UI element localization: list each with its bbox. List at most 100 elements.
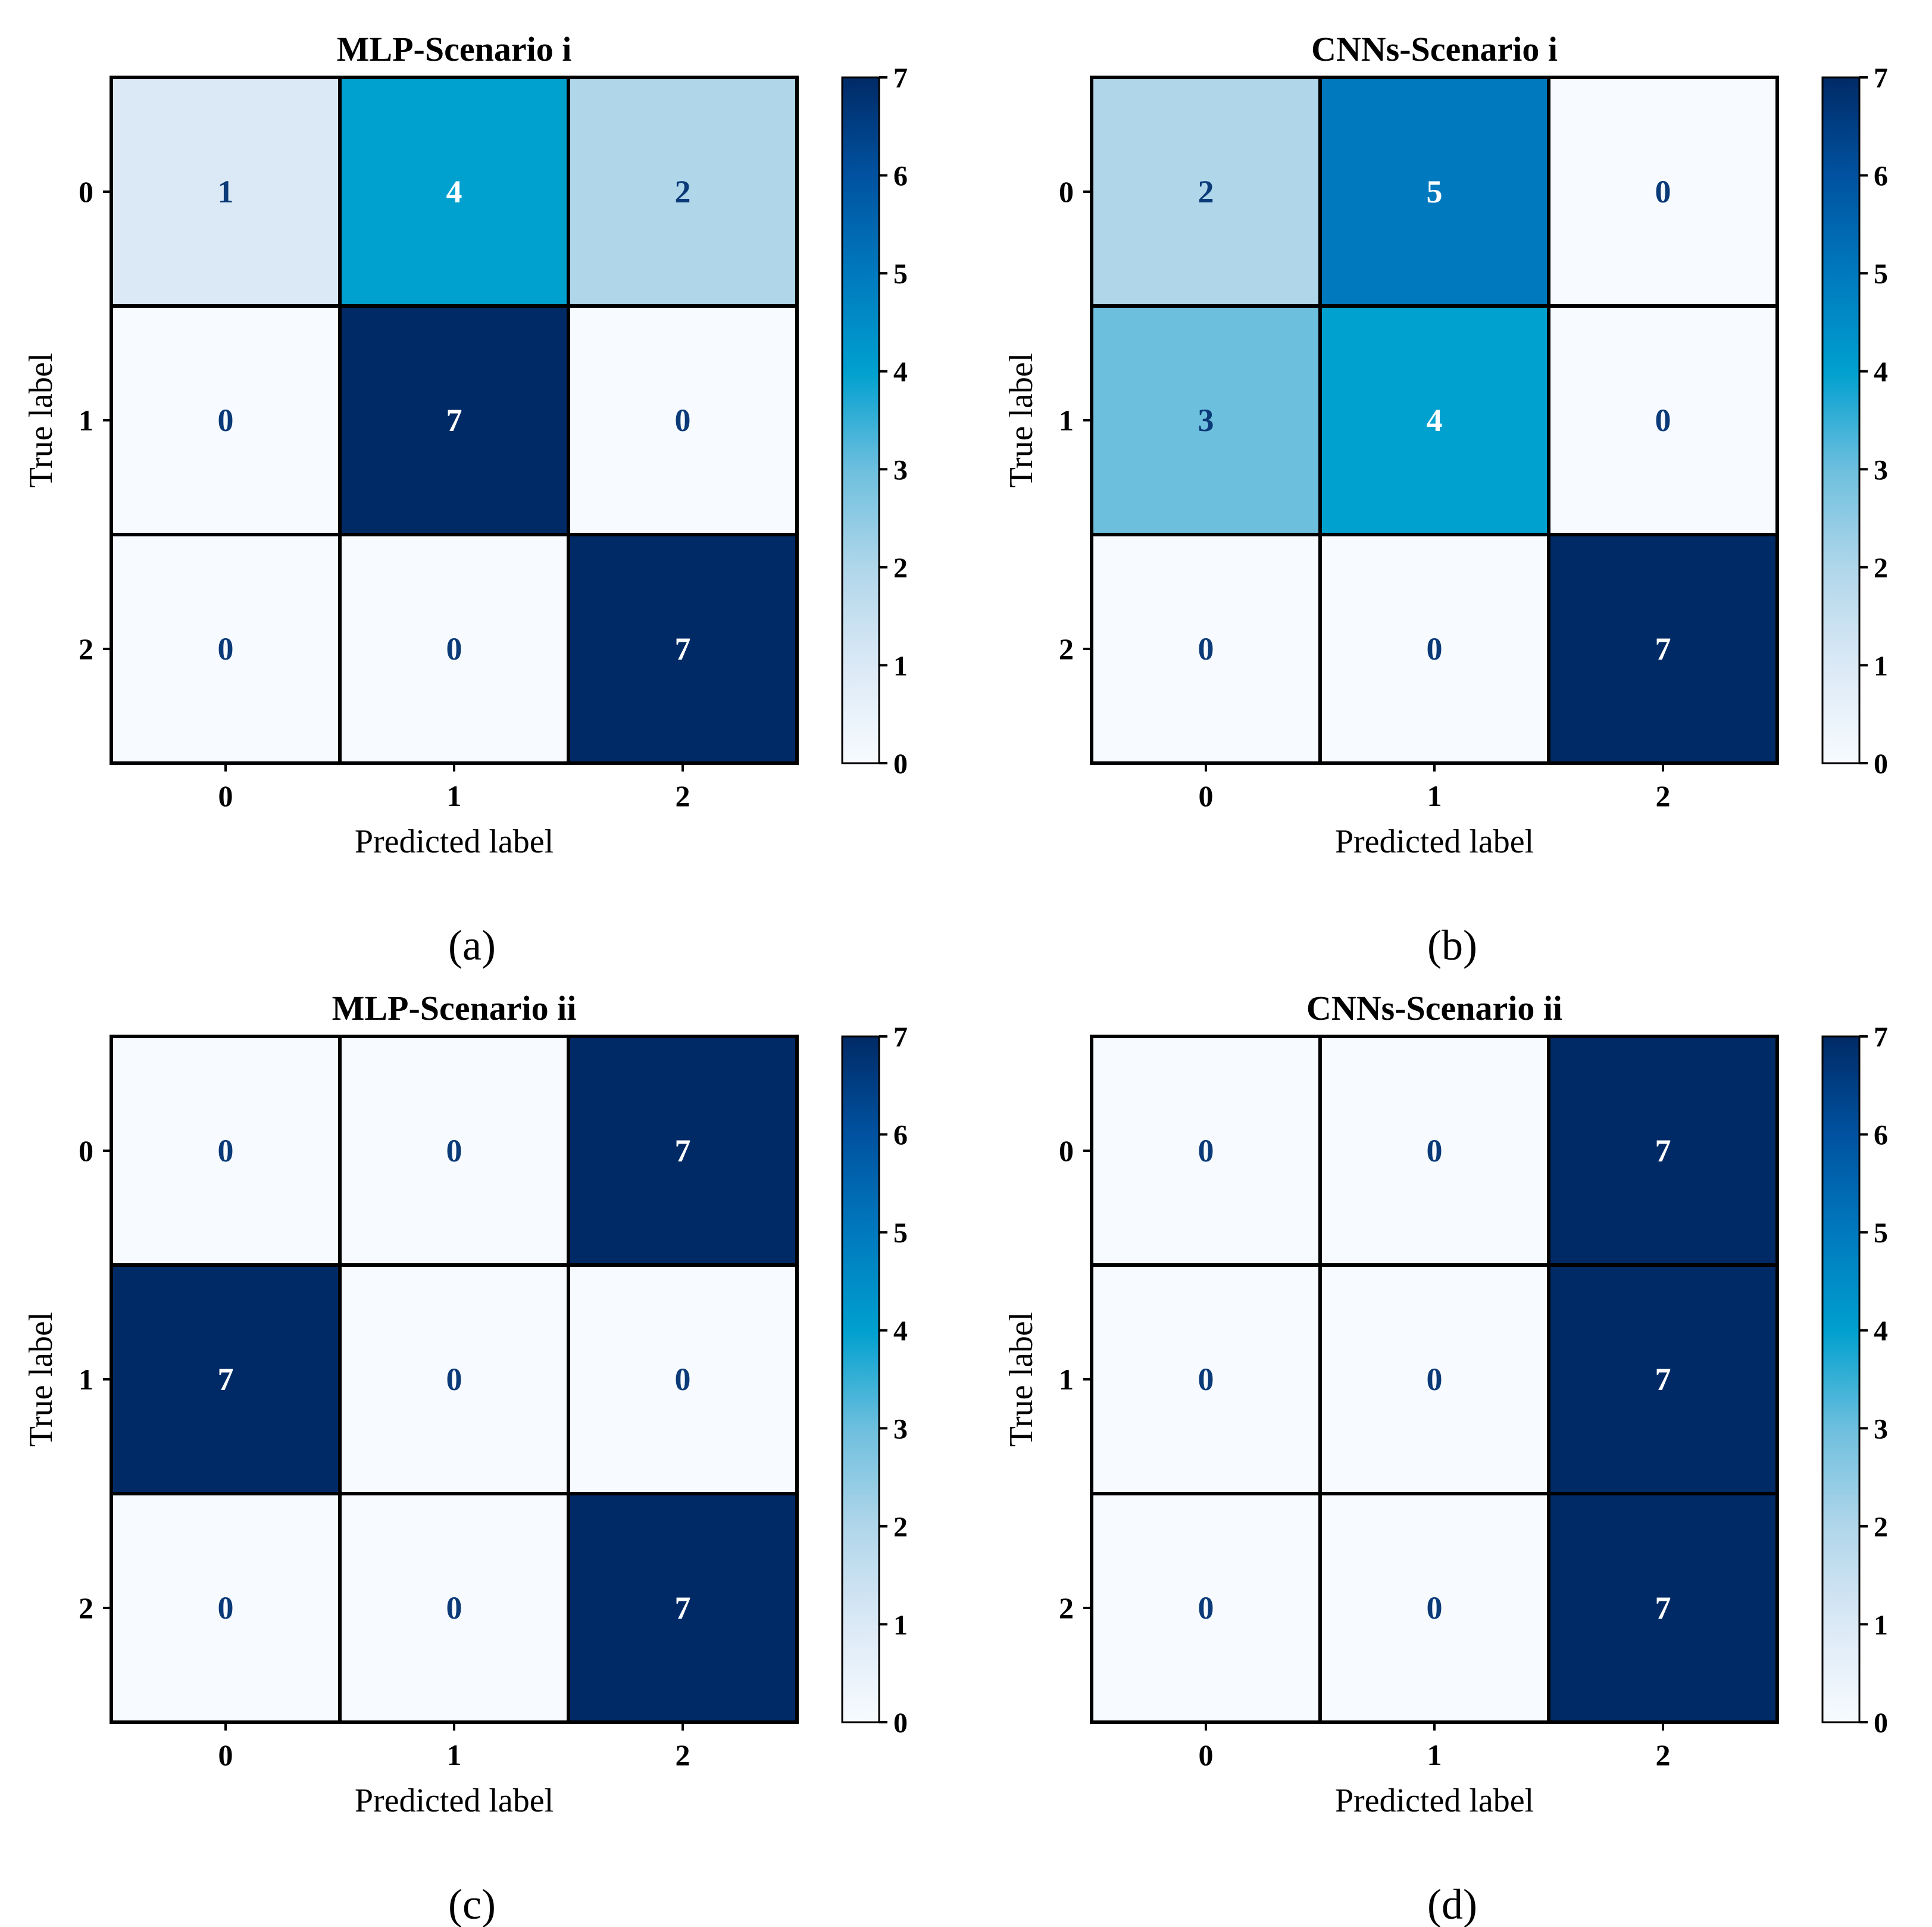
heatmap-cell [110,304,342,536]
panel-label: (b) [1427,922,1477,969]
x-axis-label: Predicted label [1335,823,1534,860]
panel-label: (d) [1427,1881,1477,1927]
colorbar-tick-label: 0 [893,748,908,780]
cell-value-label: 0 [675,1361,691,1397]
x-tick-label: 0 [1199,779,1214,813]
x-tick-label: 2 [1656,1738,1671,1772]
colorbar-tick-label: 2 [893,1511,908,1543]
cell-value-label: 7 [675,1590,691,1626]
panel-2: MLP-Scenario ii 0 0 7 7 0 0 0 0 7 0 1 2 0 1 2 Predicted … [23,989,908,1927]
x-tick-label: 2 [676,1738,690,1772]
colorbar-tick-label: 5 [1874,1217,1888,1249]
panel-3: CNNs-Scenario ii 0 0 7 0 0 7 0 0 7 0 1 2 0 1 2 Predicted… [1003,989,1888,1927]
y-tick-label: 2 [1059,1591,1074,1625]
cell-value-label: 0 [1198,631,1214,667]
colorbar-tick-label: 2 [893,552,908,584]
colorbar-tick-label: 7 [1874,1022,1888,1053]
cell-value-label: 7 [1655,1590,1671,1626]
y-tick-label: 1 [79,1363,93,1396]
heatmap-cell [1547,304,1779,536]
panel-label: (c) [448,1881,496,1927]
heatmap-cell [110,1263,342,1495]
heatmap-cell [1090,1492,1322,1724]
heatmap-cell [338,1263,570,1495]
colorbar-tick-label: 7 [1874,63,1888,94]
heatmap-cell [338,1492,570,1724]
cell-value-label: 0 [446,1590,462,1626]
cell-value-label: 2 [1198,174,1214,210]
cell-value-label: 2 [675,174,691,210]
colorbar-tick-label: 4 [1874,1316,1888,1347]
y-axis-label: True label [23,353,60,488]
colorbar-tick-label: 1 [893,1609,908,1641]
colorbar-tick-label: 3 [1874,454,1888,486]
colorbar-tick-label: 2 [1874,1511,1888,1543]
x-axis-label: Predicted label [355,823,554,860]
y-axis-label: True label [1003,1312,1040,1447]
x-axis-label: Predicted label [1335,1782,1534,1819]
y-tick-label: 2 [79,632,93,666]
y-tick-label: 0 [1059,1134,1074,1167]
x-tick-label: 1 [447,1738,462,1772]
x-tick-label: 0 [1199,1738,1214,1772]
colorbar-tick-label: 7 [893,1022,908,1053]
heatmap-cell [338,1035,570,1267]
cell-value-label: 0 [218,1590,234,1626]
y-axis-label: True label [23,1312,60,1447]
colorbar-tick-label: 1 [1874,650,1888,682]
cell-value-label: 7 [675,1133,691,1169]
cell-value-label: 0 [1655,402,1671,438]
y-tick-label: 0 [79,175,93,208]
y-tick-label: 0 [1059,175,1074,208]
heatmap-cell [567,1035,799,1267]
cell-value-label: 0 [446,631,462,667]
colorbar-tick-label: 7 [893,63,908,94]
colorbar-tick-label: 3 [1874,1413,1888,1445]
x-tick-label: 2 [1656,779,1671,813]
chart-title: MLP-Scenario i [337,30,572,68]
colorbar-tick-label: 0 [1874,748,1888,780]
cell-value-label: 0 [1427,1133,1443,1169]
cell-value-label: 0 [218,1133,234,1169]
y-tick-label: 1 [1059,404,1074,437]
cell-value-label: 7 [1655,1133,1671,1169]
heatmap-cell [1318,304,1550,536]
cell-value-label: 0 [1427,1361,1443,1397]
cell-value-label: 0 [218,631,234,667]
colorbar [1821,1035,1861,1723]
y-tick-label: 1 [1059,1363,1074,1396]
heatmap-cell [1090,1035,1322,1267]
cell-value-label: 0 [446,1133,462,1169]
y-axis-label: True label [1003,353,1040,488]
cell-value-label: 0 [1198,1590,1214,1626]
chart-title: MLP-Scenario ii [332,989,577,1027]
cell-value-label: 7 [218,1361,234,1397]
y-tick-label: 1 [79,404,93,437]
heatmap-cell [110,76,342,308]
heatmap-cell [1318,533,1550,765]
colorbar-tick-label: 6 [893,161,908,192]
x-tick-label: 0 [218,779,233,813]
colorbar-tick-label: 1 [893,650,908,682]
colorbar-tick-label: 5 [1874,258,1888,290]
cell-value-label: 7 [675,631,691,667]
x-axis-label: Predicted label [355,1782,554,1819]
cell-value-label: 0 [1427,1590,1443,1626]
cell-value-label: 0 [218,402,234,438]
colorbar-tick-label: 1 [1874,1609,1888,1641]
x-tick-label: 2 [676,779,690,813]
cell-value-label: 7 [1655,1361,1671,1397]
colorbar-tick-label: 6 [1874,161,1888,192]
cell-value-label: 1 [218,174,234,210]
colorbar-tick-label: 4 [893,357,908,388]
colorbar-tick-label: 5 [893,1217,908,1249]
colorbar-tick-label: 2 [1874,552,1888,584]
colorbar [841,1035,880,1723]
y-tick-label: 2 [1059,632,1074,666]
heatmap-cell [1318,1263,1550,1495]
heatmap-cell [1547,1263,1779,1495]
panel-label: (a) [448,922,496,969]
x-tick-label: 1 [1427,1738,1442,1772]
y-tick-label: 0 [79,1134,93,1167]
